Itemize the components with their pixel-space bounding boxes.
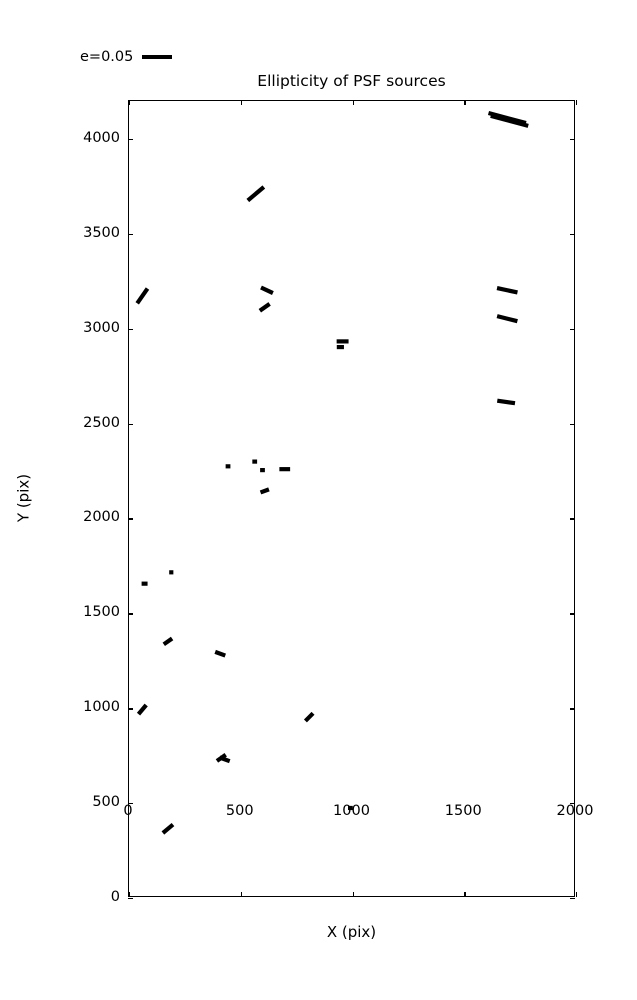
y-tick-1000 bbox=[128, 708, 134, 710]
y-tick-label-1000: 1000 bbox=[83, 698, 120, 715]
y-tick-label-2000: 2000 bbox=[83, 509, 120, 526]
psf-whisker bbox=[496, 398, 516, 406]
y-tick-right-3000 bbox=[569, 328, 575, 330]
x-tick-top-1500 bbox=[464, 100, 466, 106]
psf-whisker bbox=[259, 487, 270, 495]
psf-whisker bbox=[303, 711, 315, 723]
x-tick-2000 bbox=[576, 891, 578, 897]
x-tick-label-2000: 2000 bbox=[556, 803, 594, 819]
y-tick-label-1500: 1500 bbox=[83, 604, 120, 621]
x-tick-500 bbox=[240, 891, 243, 897]
psf-whisker bbox=[218, 755, 231, 764]
x-tick-label-500: 500 bbox=[225, 803, 254, 819]
y-tick-label-0: 0 bbox=[110, 888, 120, 905]
y-tick-right-2000 bbox=[569, 518, 575, 520]
psf-whisker bbox=[258, 302, 271, 313]
y-tick-right-2500 bbox=[569, 423, 575, 425]
psf-whisker bbox=[496, 314, 518, 324]
legend-line-marker bbox=[142, 55, 173, 59]
psf-whisker bbox=[161, 822, 175, 835]
x-tick-top-0 bbox=[129, 100, 131, 106]
x-axis-label: X (pix) bbox=[326, 923, 377, 941]
x-tick-top-1000 bbox=[352, 100, 354, 106]
y-tick-1500 bbox=[128, 613, 134, 615]
y-tick-label-3500: 3500 bbox=[83, 224, 120, 241]
y-tick-right-4000 bbox=[569, 138, 575, 141]
x-tick-1500 bbox=[464, 891, 466, 897]
y-tick-500 bbox=[128, 803, 134, 805]
y-axis-label: Y (pix) bbox=[14, 473, 33, 523]
y-tick-right-1500 bbox=[569, 613, 575, 615]
legend-label: e=0.05 bbox=[80, 48, 134, 65]
y-tick-right-0 bbox=[569, 898, 575, 900]
psf-whisker bbox=[490, 113, 529, 128]
y-tick-label-3000: 3000 bbox=[83, 319, 120, 336]
plot-data-area bbox=[129, 101, 574, 896]
x-tick-top-2000 bbox=[576, 100, 578, 106]
y-tick-4000 bbox=[128, 138, 134, 141]
plot-axes bbox=[128, 100, 578, 900]
x-tick-0 bbox=[129, 891, 131, 897]
ellipticity-scale-legend: e=0.05 bbox=[80, 46, 173, 68]
psf-whisker bbox=[487, 110, 527, 126]
x-tick-label-0: 0 bbox=[123, 803, 133, 819]
y-tick-2500 bbox=[128, 423, 134, 425]
y-tick-3000 bbox=[128, 328, 134, 330]
y-tick-3500 bbox=[128, 233, 134, 236]
x-tick-label-1000: 1000 bbox=[333, 803, 370, 819]
x-tick-top-500 bbox=[240, 100, 243, 106]
psf-whisker bbox=[214, 649, 226, 658]
chart-title: Ellipticity of PSF sources bbox=[257, 72, 446, 90]
psf-whisker bbox=[162, 636, 174, 647]
y-tick-right-1000 bbox=[569, 708, 575, 710]
y-tick-2000 bbox=[128, 518, 134, 520]
y-tick-label-500: 500 bbox=[92, 793, 120, 810]
y-tick-label-2500: 2500 bbox=[83, 414, 120, 431]
psf-whisker bbox=[135, 287, 150, 305]
psf-whisker-marks bbox=[135, 110, 529, 835]
x-tick-label-1500: 1500 bbox=[444, 803, 482, 819]
psf-whisker bbox=[246, 185, 266, 203]
y-tick-0 bbox=[128, 898, 134, 900]
psf-whisker bbox=[496, 286, 518, 295]
y-tick-right-500 bbox=[569, 803, 575, 805]
y-tick-right-3500 bbox=[569, 233, 575, 236]
psf-whisker bbox=[136, 703, 148, 716]
x-tick-1000 bbox=[352, 891, 354, 897]
psf-whisker bbox=[260, 285, 274, 295]
y-tick-label-4000: 4000 bbox=[83, 129, 120, 146]
